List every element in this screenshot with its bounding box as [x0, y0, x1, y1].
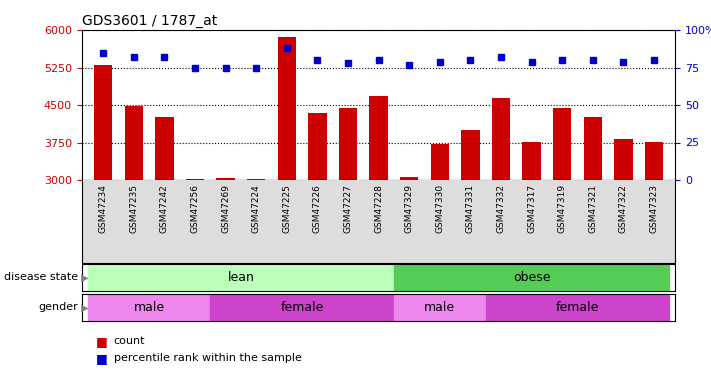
Bar: [400, 177, 418, 180]
Bar: [492, 98, 510, 180]
Bar: [124, 105, 143, 180]
Bar: [210, 294, 394, 321]
Text: female: female: [280, 301, 324, 314]
Bar: [584, 117, 602, 180]
Text: GSM47242: GSM47242: [160, 184, 169, 233]
Bar: [155, 117, 173, 180]
Bar: [461, 130, 480, 180]
Bar: [394, 264, 669, 291]
Text: GSM47269: GSM47269: [221, 184, 230, 233]
Bar: [486, 294, 669, 321]
Bar: [431, 144, 449, 180]
Text: female: female: [556, 301, 599, 314]
Text: ■: ■: [96, 335, 108, 348]
Text: GSM47234: GSM47234: [99, 184, 107, 233]
Text: ▶: ▶: [78, 273, 89, 282]
Text: GSM47317: GSM47317: [527, 184, 536, 233]
Bar: [88, 294, 210, 321]
Text: percentile rank within the sample: percentile rank within the sample: [114, 353, 301, 363]
Bar: [94, 65, 112, 180]
Bar: [394, 294, 486, 321]
Text: male: male: [134, 301, 165, 314]
Text: GSM47331: GSM47331: [466, 184, 475, 233]
Bar: [339, 108, 357, 180]
Bar: [186, 179, 204, 180]
Text: GSM47235: GSM47235: [129, 184, 138, 233]
Bar: [309, 112, 326, 180]
Text: GSM47256: GSM47256: [191, 184, 200, 233]
Text: GSM47227: GSM47227: [343, 184, 353, 233]
Bar: [614, 139, 633, 180]
Text: ■: ■: [96, 352, 108, 364]
Text: male: male: [424, 301, 455, 314]
Text: gender: gender: [38, 303, 78, 312]
Bar: [645, 142, 663, 180]
Text: GSM47329: GSM47329: [405, 184, 414, 233]
Text: GSM47228: GSM47228: [374, 184, 383, 233]
Text: GSM47226: GSM47226: [313, 184, 322, 233]
Text: GSM47319: GSM47319: [557, 184, 567, 233]
Text: GSM47332: GSM47332: [496, 184, 506, 233]
Bar: [216, 178, 235, 180]
Bar: [553, 108, 572, 180]
Text: obese: obese: [513, 271, 550, 284]
Text: GDS3601 / 1787_at: GDS3601 / 1787_at: [82, 13, 217, 28]
Text: GSM47323: GSM47323: [650, 184, 658, 233]
Text: GSM47322: GSM47322: [619, 184, 628, 233]
Text: GSM47330: GSM47330: [435, 184, 444, 233]
Bar: [277, 36, 296, 180]
Bar: [247, 179, 265, 180]
Text: GSM47321: GSM47321: [588, 184, 597, 233]
Text: GSM47225: GSM47225: [282, 184, 292, 233]
Text: ▶: ▶: [78, 303, 89, 312]
Bar: [523, 142, 541, 180]
Text: GSM47224: GSM47224: [252, 184, 261, 233]
Bar: [88, 264, 394, 291]
Text: lean: lean: [228, 271, 255, 284]
Text: count: count: [114, 336, 145, 346]
Text: disease state: disease state: [4, 273, 78, 282]
Bar: [370, 96, 387, 180]
